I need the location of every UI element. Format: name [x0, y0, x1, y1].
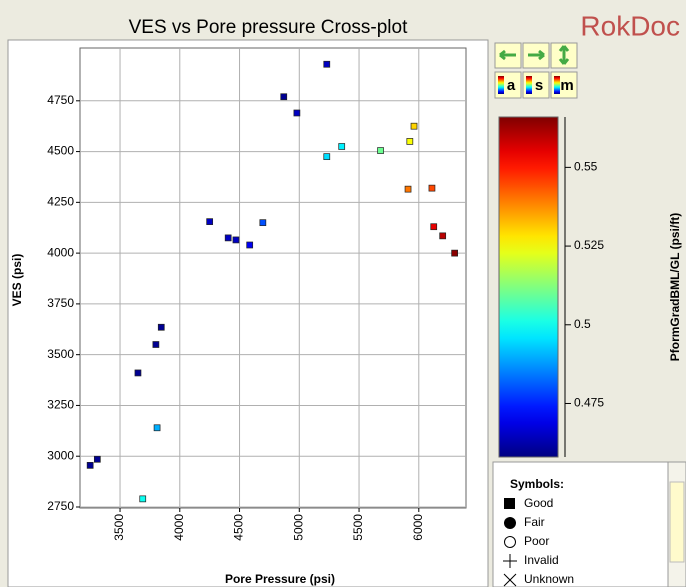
x-tick-label: 4500	[232, 514, 246, 541]
point	[224, 234, 232, 242]
colorbar-tick-label: 0.5	[574, 317, 591, 331]
symbol-plus	[503, 554, 517, 568]
arrow-icon	[558, 45, 570, 65]
y-tick-label: 4500	[47, 144, 74, 158]
point	[139, 495, 147, 503]
y-tick-label: 3500	[47, 347, 74, 361]
plot-area	[79, 47, 467, 509]
legend-label: Unknown	[524, 572, 574, 586]
x-tick-label: 4000	[172, 514, 186, 541]
y-axis-label: VES (psi)	[10, 254, 24, 307]
colorbar-label: PformGradBML/GL (psi/ft)	[668, 213, 682, 361]
colorbar-tick-label: 0.55	[574, 160, 598, 174]
symbol-circle	[504, 517, 516, 529]
point	[377, 147, 384, 154]
point	[259, 219, 267, 227]
scroll-thumb[interactable]	[669, 481, 685, 563]
point	[338, 143, 346, 150]
point	[157, 323, 165, 331]
chart-title: VES vs Pore pressure Cross-plot	[129, 17, 408, 38]
legend-title: Symbols:	[510, 477, 564, 491]
legend-label: Fair	[524, 515, 545, 529]
x-tick-label: 6000	[411, 514, 425, 541]
y-tick-label: 3000	[47, 448, 74, 462]
x-axis-label: Pore Pressure (psi)	[225, 572, 335, 586]
colorbar-tick-label: 0.525	[574, 238, 604, 252]
legend-label: Invalid	[524, 553, 559, 567]
legend-label: Poor	[524, 534, 549, 548]
point	[404, 185, 412, 193]
point	[323, 60, 331, 68]
point	[323, 153, 331, 161]
y-tick-label: 4000	[47, 245, 74, 259]
point	[232, 236, 240, 244]
symbol-open-circle	[504, 536, 516, 548]
point	[439, 232, 447, 240]
colorbar	[498, 116, 559, 458]
point	[206, 218, 214, 225]
button-label: s	[535, 77, 543, 94]
x-tick-label: 3500	[112, 514, 126, 541]
point	[430, 223, 438, 231]
icon-bar	[498, 76, 504, 94]
toolbar: a s m	[494, 42, 578, 99]
symbol-x	[503, 573, 517, 587]
arrow-icon	[499, 49, 516, 61]
y-tick-label: 3750	[47, 296, 74, 310]
y-tick-label: 4750	[47, 93, 74, 107]
point	[246, 241, 254, 249]
point	[153, 424, 161, 432]
symbols-legend	[492, 461, 669, 587]
x-tick-label: 5000	[291, 514, 305, 541]
icon-bar	[526, 76, 532, 94]
point	[451, 249, 458, 257]
point	[406, 138, 414, 145]
y-tick-label: 3250	[47, 398, 74, 412]
button-label: m	[560, 77, 573, 94]
point	[152, 341, 160, 348]
logo: RokDoc	[580, 10, 680, 41]
y-tick-label: 2750	[47, 499, 74, 513]
x-tick-label: 5500	[351, 514, 365, 541]
symbol-square	[504, 498, 515, 509]
point	[293, 109, 301, 117]
point	[428, 184, 436, 192]
arrow-icon	[528, 49, 545, 61]
point	[86, 462, 94, 469]
colorbar-tick-label: 0.475	[574, 396, 604, 410]
button-label: a	[507, 77, 516, 94]
y-tick-label: 4250	[47, 195, 74, 209]
point	[410, 122, 418, 130]
point	[134, 369, 142, 377]
icon-bar	[554, 76, 560, 94]
point	[93, 455, 101, 463]
legend-label: Good	[524, 496, 553, 510]
point	[280, 93, 288, 101]
